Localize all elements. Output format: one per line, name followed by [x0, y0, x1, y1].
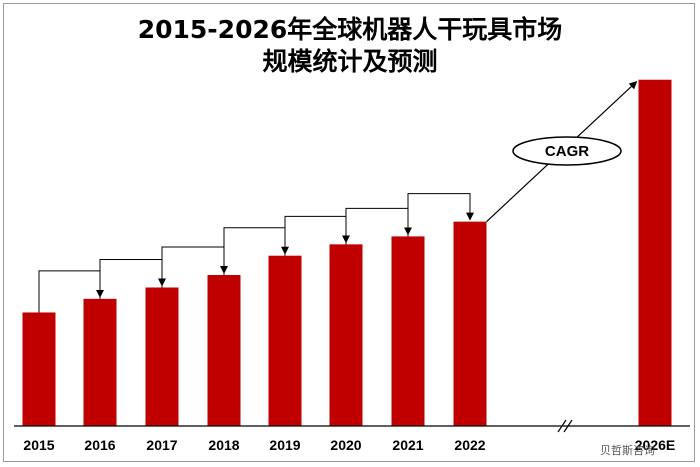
bar-2019: [268, 255, 302, 426]
bar-2022: [453, 221, 487, 426]
bar-2021: [391, 236, 425, 426]
growth-connector-2021-2022: [407, 193, 474, 237]
x-tick-label-2020: 2020: [330, 437, 361, 453]
x-tick-label-2019: 2019: [269, 437, 300, 453]
bar-2016: [83, 298, 117, 426]
chart-title: 2015-2026年全球机器人干玩具市场 规模统计及预测: [60, 14, 640, 78]
x-tick-label-2016: 2016: [84, 437, 115, 453]
cagr-ellipse: [512, 136, 622, 166]
bar-2015: [22, 312, 56, 426]
x-tick-label-2021: 2021: [392, 437, 423, 453]
bar-2018: [207, 275, 241, 426]
chart-title-line1: 2015-2026年全球机器人干玩具市场: [137, 15, 563, 44]
x-tick-label-2015: 2015: [23, 437, 54, 453]
bar-2020: [329, 244, 363, 426]
chart-title-line2: 规模统计及预测: [262, 47, 438, 76]
x-tick-label-2026E: 2026E: [635, 437, 675, 453]
x-tick-label-2022: 2022: [454, 437, 485, 453]
bar-2017: [145, 287, 179, 426]
x-tick-label-2018: 2018: [208, 437, 239, 453]
axis-break: [557, 419, 573, 433]
cagr-label: CAGR: [545, 143, 589, 160]
x-tick-label-2017: 2017: [146, 437, 177, 453]
watermark-text: 贝哲斯咨询: [600, 444, 655, 457]
bar-2026E: [638, 79, 672, 426]
